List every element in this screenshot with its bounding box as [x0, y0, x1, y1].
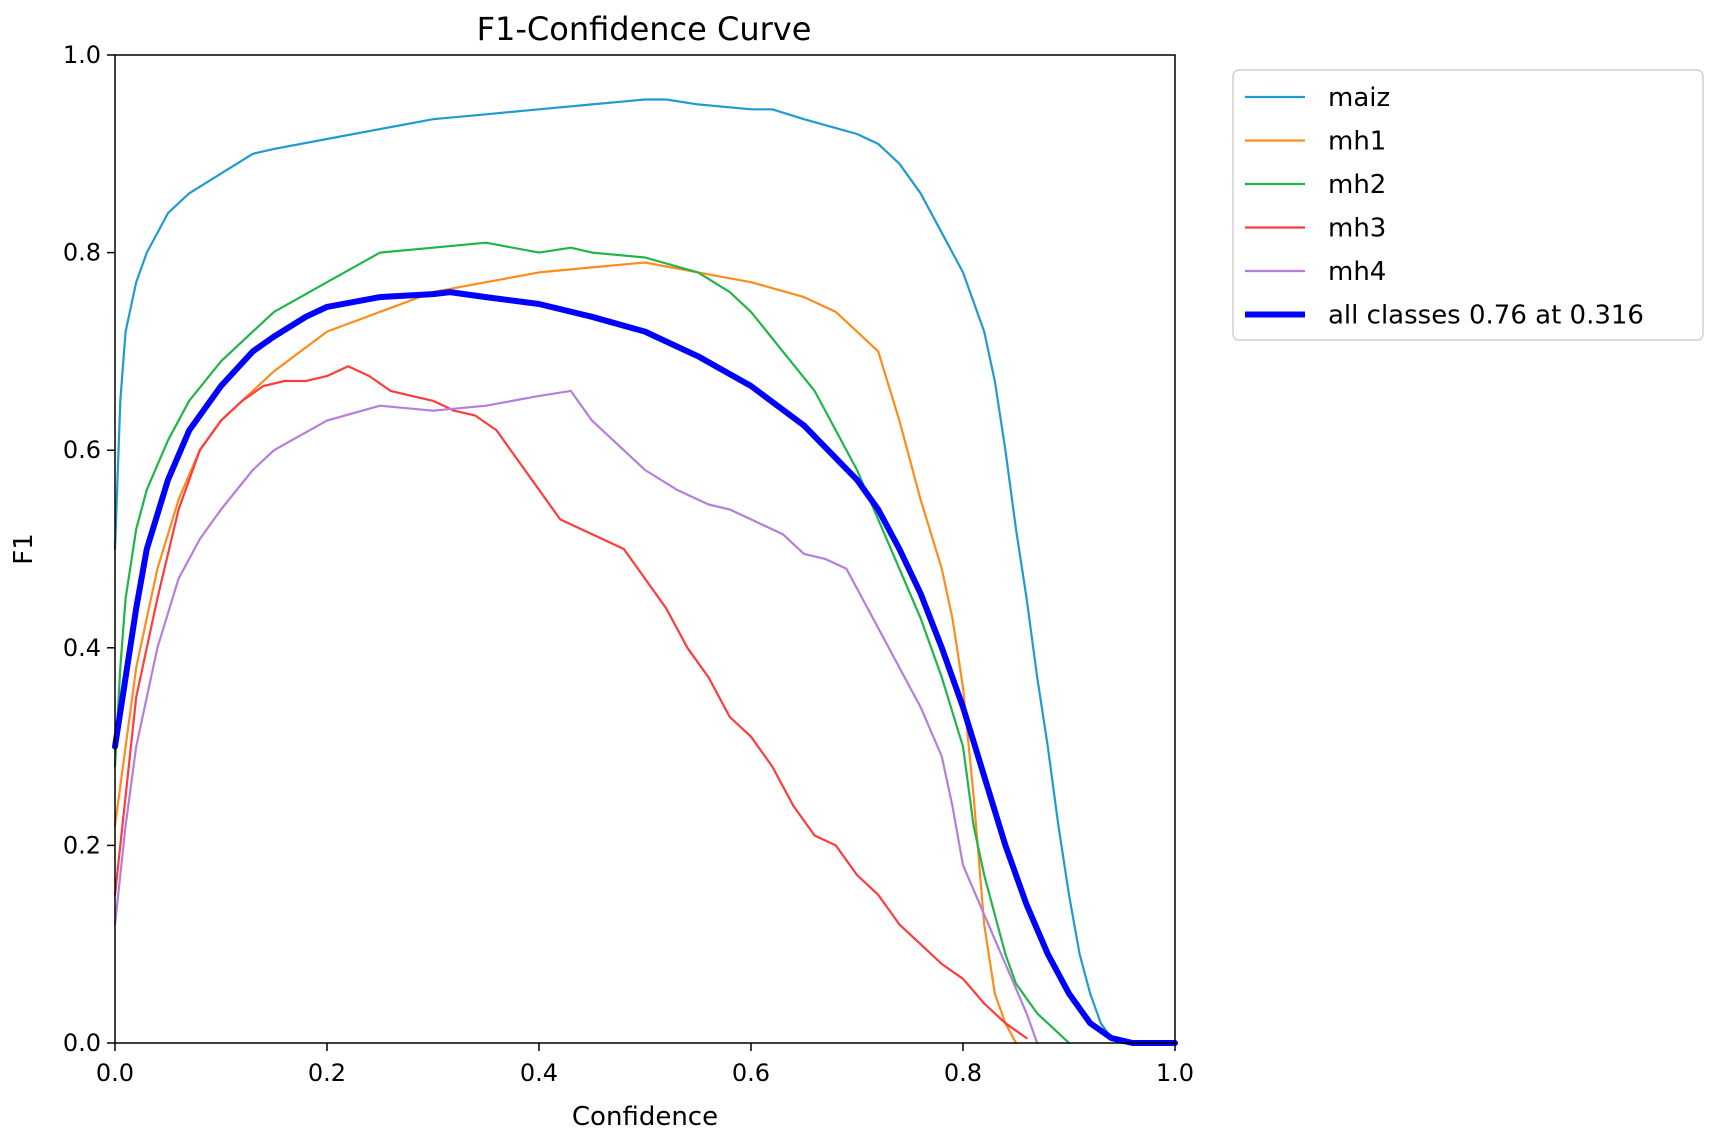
series-line-5: [112, 289, 1178, 1046]
plot-frame: [114, 54, 1176, 1044]
x-tick-label: 0.6: [732, 1059, 770, 1087]
plot-area: [112, 98, 1178, 1046]
legend: maiz mh1 mh2 mh3 mh4 all classes 0.76 at 0.31…: [1232, 69, 1704, 341]
y-tick-label: 0.8: [63, 239, 101, 267]
legend-label-0: maiz: [1328, 83, 1390, 113]
series-line-3: [113, 365, 1028, 1040]
x-axis-label: Confidence: [572, 1102, 718, 1132]
y-tick-label: 0.6: [63, 436, 101, 464]
y-tick-label: 0.2: [63, 831, 101, 859]
series-line-0: [113, 98, 1177, 1045]
y-tick-label: 0.0: [63, 1029, 101, 1057]
legend-label-1: mh1: [1328, 127, 1386, 157]
x-tick-label: 0.2: [308, 1059, 346, 1087]
legend-label-2: mh2: [1328, 170, 1386, 200]
y-axis: 0.0 0.2 0.4 0.6 0.8 1.0: [63, 41, 115, 1057]
series-line-4: [113, 389, 1039, 1045]
legend-box: [1232, 69, 1704, 341]
chart-title: F1-Confidence Curve: [477, 10, 812, 48]
legend-label-3: mh3: [1328, 214, 1386, 244]
series-line-2: [113, 241, 1071, 1045]
x-tick-label: 0.8: [944, 1059, 982, 1087]
x-axis: 0.0 0.2 0.4 0.6 0.8 1.0: [96, 1043, 1194, 1087]
legend-label-5: all classes 0.76 at 0.316: [1328, 301, 1644, 331]
series-line-1: [113, 261, 1018, 1045]
legend-label-4: mh4: [1328, 257, 1386, 287]
x-tick-label: 0.4: [520, 1059, 558, 1087]
x-tick-label: 0.0: [96, 1059, 134, 1087]
y-tick-label: 0.4: [63, 634, 101, 662]
y-tick-label: 1.0: [63, 41, 101, 69]
x-tick-label: 1.0: [1156, 1059, 1194, 1087]
y-axis-label: F1: [9, 533, 39, 565]
